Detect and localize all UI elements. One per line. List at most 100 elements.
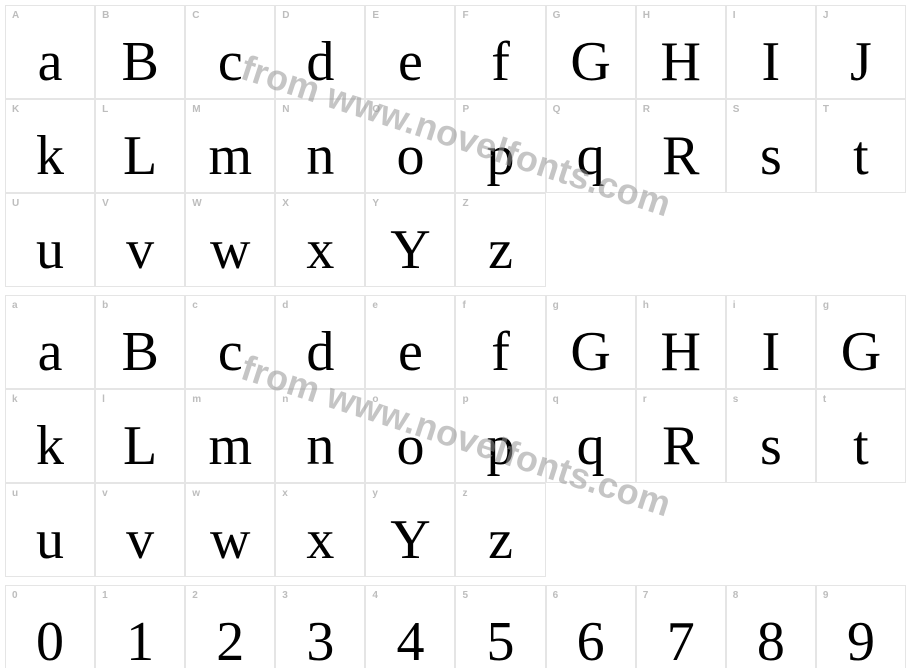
glyph-cell: vv [95, 483, 185, 577]
glyph-cell: pp [455, 389, 545, 483]
glyph-cell: 66 [546, 585, 636, 668]
glyph-cell-label: O [372, 104, 380, 115]
glyph-cell: LL [95, 99, 185, 193]
glyph-cell: Vv [95, 193, 185, 287]
glyph-cell: uu [5, 483, 95, 577]
glyph-cell: xx [275, 483, 365, 577]
glyph-cell-label: i [733, 300, 736, 311]
glyph-cell-label: 9 [823, 590, 829, 601]
glyph-cell: RR [636, 99, 726, 193]
glyph-cell-empty [726, 193, 816, 287]
glyph-cell: tt [816, 389, 906, 483]
glyph-cell: ff [455, 295, 545, 389]
glyph-character: q [547, 128, 635, 184]
glyph-character: p [456, 418, 544, 474]
glyph-cell: Cc [185, 5, 275, 99]
glyph-cell: lL [95, 389, 185, 483]
glyph-cell-label: g [823, 300, 829, 311]
glyph-cell-label: 5 [462, 590, 468, 601]
glyph-grid-lowercase: aabBccddeeffgGhHiIgGkklLmmnnooppqqrRsstt… [5, 295, 906, 577]
glyph-cell-label: a [12, 300, 18, 311]
glyph-cell-label: d [282, 300, 288, 311]
glyph-cell: Aa [5, 5, 95, 99]
glyph-cell: 88 [726, 585, 816, 668]
glyph-character: I [727, 324, 815, 380]
glyph-character: s [727, 418, 815, 474]
glyph-cell: 00 [5, 585, 95, 668]
glyph-character: 5 [456, 614, 544, 668]
glyph-cell-label: 4 [372, 590, 378, 601]
glyph-cell-label: u [12, 488, 18, 499]
glyph-cell-label: V [102, 198, 109, 209]
glyph-cell: 11 [95, 585, 185, 668]
glyph-cell: mm [185, 389, 275, 483]
glyph-cell-label: J [823, 10, 829, 21]
glyph-character: t [817, 128, 905, 184]
glyph-cell: oo [365, 389, 455, 483]
glyph-cell-label: 3 [282, 590, 288, 601]
glyph-character: q [547, 418, 635, 474]
glyph-cell-label: N [282, 104, 289, 115]
glyph-cell-label: Y [372, 198, 379, 209]
glyph-cell: JJ [816, 5, 906, 99]
glyph-cell: ss [726, 389, 816, 483]
glyph-character: 9 [817, 614, 905, 668]
font-character-map: AaBBCcDdEeFfGGHHIIJJKkLLMmNnOoPpQqRRSsTt… [0, 0, 911, 668]
glyph-character: e [366, 34, 454, 90]
glyph-cell-label: k [12, 394, 18, 405]
glyph-cell-label: x [282, 488, 288, 499]
glyph-cell-empty [636, 483, 726, 577]
glyph-cell: ww [185, 483, 275, 577]
glyph-character: 7 [637, 614, 725, 668]
section-spacer [5, 577, 906, 585]
glyph-character: B [96, 34, 184, 90]
glyph-cell-label: I [733, 10, 736, 21]
glyph-character: d [276, 324, 364, 380]
glyph-character: G [547, 324, 635, 380]
glyph-cell-label: R [643, 104, 650, 115]
glyph-cell-label: F [462, 10, 468, 21]
glyph-cell-label: H [643, 10, 650, 21]
glyph-cell-label: w [192, 488, 200, 499]
glyph-cell-label: L [102, 104, 108, 115]
glyph-cell-label: P [462, 104, 469, 115]
glyph-character: x [276, 512, 364, 568]
glyph-cell: Kk [5, 99, 95, 193]
glyph-cell-label: M [192, 104, 200, 115]
glyph-cell: Zz [455, 193, 545, 287]
glyph-cell-label: 7 [643, 590, 649, 601]
glyph-cell-label: y [372, 488, 378, 499]
glyph-cell: rR [636, 389, 726, 483]
glyph-character: 6 [547, 614, 635, 668]
glyph-character: L [96, 418, 184, 474]
glyph-character: w [186, 222, 274, 278]
glyph-character: v [96, 512, 184, 568]
glyph-character: u [6, 512, 94, 568]
glyph-cell-empty [816, 483, 906, 577]
glyph-character: R [637, 128, 725, 184]
glyph-cell: kk [5, 389, 95, 483]
glyph-cell: II [726, 5, 816, 99]
glyph-character: z [456, 512, 544, 568]
glyph-character: n [276, 418, 364, 474]
glyph-cell-label: r [643, 394, 647, 405]
glyph-character: a [6, 34, 94, 90]
glyph-cell: 77 [636, 585, 726, 668]
glyph-cell-label: D [282, 10, 289, 21]
glyph-cell: 44 [365, 585, 455, 668]
glyph-cell: Oo [365, 99, 455, 193]
glyph-character: Y [366, 512, 454, 568]
glyph-cell: 99 [816, 585, 906, 668]
glyph-character: c [186, 34, 274, 90]
glyph-cell-label: l [102, 394, 105, 405]
glyph-cell: dd [275, 295, 365, 389]
glyph-cell-label: W [192, 198, 201, 209]
glyph-cell-label: T [823, 104, 829, 115]
glyph-cell-label: o [372, 394, 378, 405]
glyph-cell-label: t [823, 394, 826, 405]
glyph-character: 8 [727, 614, 815, 668]
glyph-cell-label: G [553, 10, 561, 21]
glyph-character: o [366, 128, 454, 184]
glyph-cell: Ff [455, 5, 545, 99]
glyph-cell-label: 0 [12, 590, 18, 601]
